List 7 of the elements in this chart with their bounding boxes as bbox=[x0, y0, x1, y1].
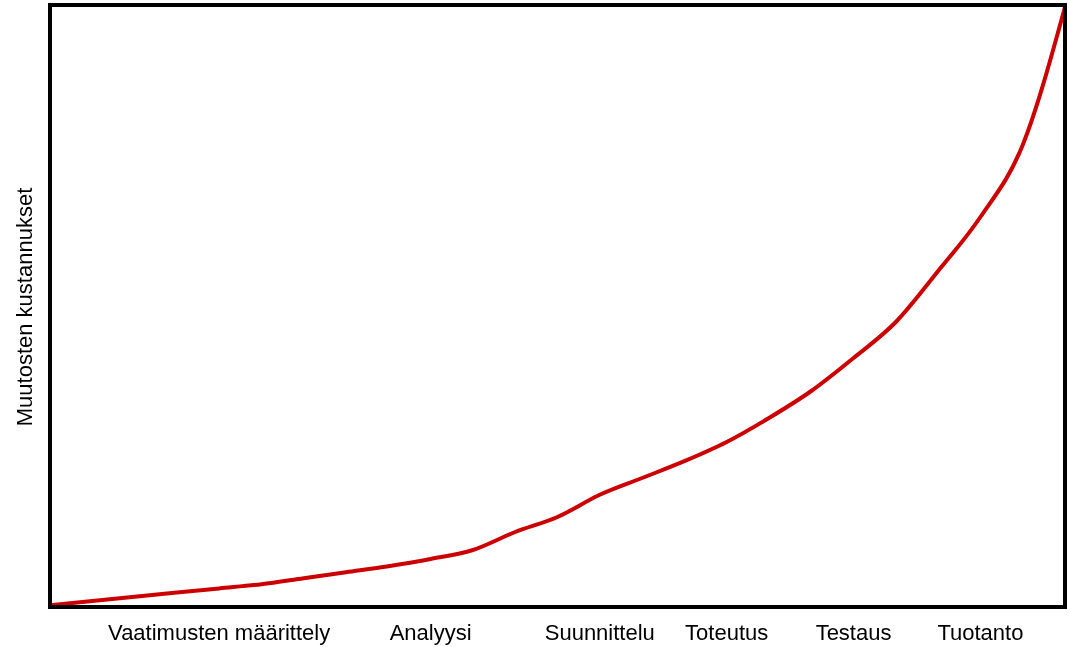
x-tick-label: Testaus bbox=[815, 620, 892, 645]
x-tick-label: Vaatimusten määrittely bbox=[108, 620, 331, 645]
x-tick-label: Analyysi bbox=[389, 620, 472, 645]
x-tick-label: Tuotanto bbox=[937, 620, 1024, 645]
x-tick-label: Suunnittelu bbox=[544, 620, 655, 645]
y-axis-title: Muutosten kustannukset bbox=[12, 187, 37, 427]
x-tick-label: Toteutus bbox=[685, 620, 769, 645]
